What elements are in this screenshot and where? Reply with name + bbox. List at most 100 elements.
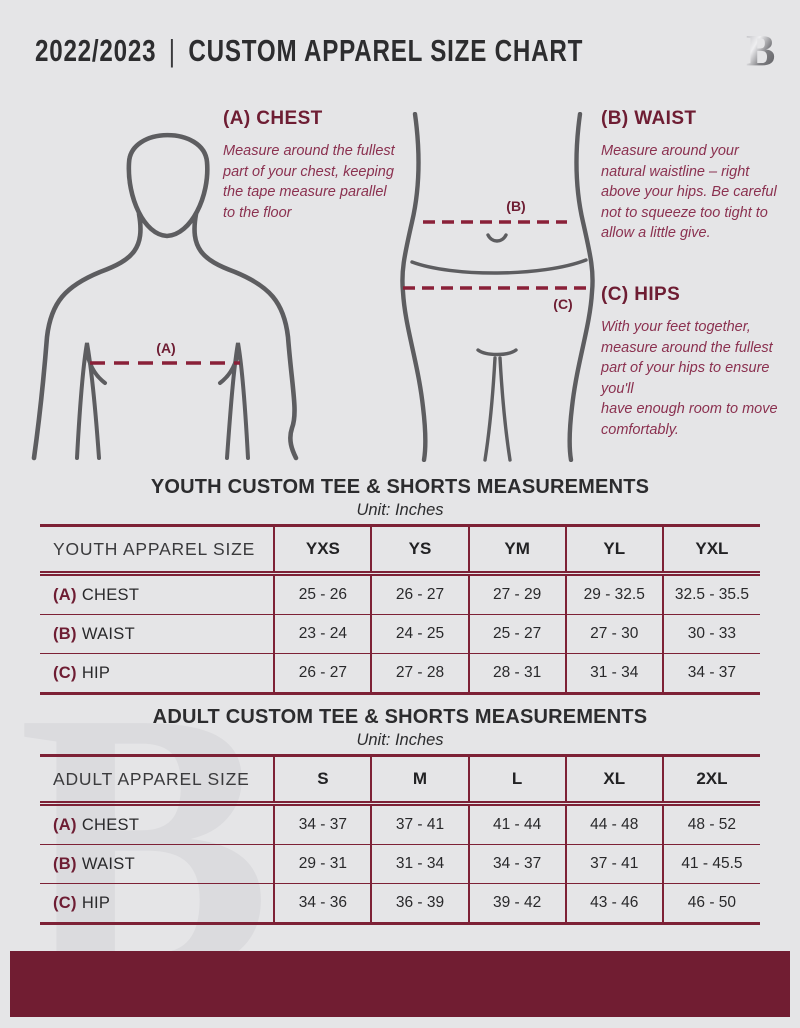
left-armpit-line xyxy=(75,342,101,460)
size-column-header: M xyxy=(370,754,469,806)
size-cell: 48 - 52 xyxy=(661,803,760,845)
row-prefix: (B) xyxy=(53,624,77,643)
size-cell: 37 - 41 xyxy=(564,844,663,884)
row-label-text: CHEST xyxy=(81,585,140,604)
adult-size-header-label: ADULT APPAREL SIZE xyxy=(40,754,275,806)
row-label: (C) HIP xyxy=(40,883,275,925)
row-prefix: (C) xyxy=(53,893,77,912)
size-cell: 31 - 34 xyxy=(370,844,469,884)
hips-marker-label: (C) xyxy=(553,296,572,312)
right-shoulder-arm-line xyxy=(192,211,299,461)
right-armpit-line xyxy=(225,342,250,460)
footer-bar xyxy=(10,951,790,1017)
left-body-contour xyxy=(400,112,428,462)
waist-guide-body: Measure around your natural waistline – … xyxy=(601,143,777,242)
size-column-header: XL xyxy=(564,754,663,806)
title-separator: | xyxy=(168,33,176,68)
row-label: (B) WAIST xyxy=(40,614,275,654)
chest-guide-heading: (A) CHEST xyxy=(223,108,323,129)
youth-size-header-label: YOUTH APPAREL SIZE xyxy=(40,524,275,576)
size-cell: 25 - 27 xyxy=(467,614,566,654)
youth-section-unit: Unit: Inches xyxy=(356,501,444,519)
size-cell: 27 - 28 xyxy=(370,653,469,695)
row-label-text: WAIST xyxy=(81,624,135,643)
youth-section-title: YOUTH CUSTOM TEE & SHORTS MEASUREMENTS xyxy=(150,476,650,498)
left-shoulder-arm-line xyxy=(31,211,143,461)
size-column-header: YM xyxy=(467,524,566,576)
table-row-chest: (A) CHEST 34 - 37 37 - 41 41 - 44 44 - 48… xyxy=(40,803,760,845)
page-title: 2022/2023 | CUSTOM APPAREL SIZE CHART xyxy=(35,33,583,69)
table-row-waist: (B) WAIST 29 - 31 31 - 34 34 - 37 37 - 41… xyxy=(40,844,760,884)
size-cell: 28 - 31 xyxy=(467,653,566,695)
size-cell: 36 - 39 xyxy=(370,883,469,925)
adult-section-title: ADULT CUSTOM TEE & SHORTS MEASUREMENTS xyxy=(152,706,648,728)
breakaway-logo-icon: B xyxy=(739,27,775,75)
right-inner-leg-line xyxy=(498,356,512,462)
size-cell: 34 - 36 xyxy=(273,883,372,925)
size-cell: 41 - 44 xyxy=(467,803,566,845)
size-column-header: S xyxy=(273,754,372,806)
size-cell: 25 - 26 xyxy=(273,573,372,615)
size-column-header: YXS xyxy=(273,524,372,576)
left-inner-leg-line xyxy=(483,356,497,462)
row-label: (A) CHEST xyxy=(40,803,275,845)
size-cell: 27 - 30 xyxy=(564,614,663,654)
size-column-header: YL xyxy=(564,524,663,576)
size-cell: 32.5 - 35.5 xyxy=(661,573,760,615)
header: 2022/2023|CUSTOM APPAREL SIZE CHART B BR… xyxy=(35,26,775,76)
lower-body-diagram: (B) (C) xyxy=(400,112,595,462)
chest-guide: (A) CHEST Measure around the fullest par… xyxy=(223,108,401,223)
youth-header-row: YOUTH APPAREL SIZE YXS YS YM YL YXL xyxy=(40,524,760,576)
size-cell: 41 - 45.5 xyxy=(661,844,760,884)
title-year: 2022/2023 xyxy=(35,33,157,68)
size-cell: 34 - 37 xyxy=(661,653,760,695)
hips-guide: (C) HIPS With your feet together, measur… xyxy=(601,284,793,440)
size-cell: 29 - 31 xyxy=(273,844,372,884)
row-prefix: (C) xyxy=(53,663,77,682)
size-cell: 29 - 32.5 xyxy=(564,573,663,615)
size-cell: 31 - 34 xyxy=(564,653,663,695)
size-cell: 34 - 37 xyxy=(467,844,566,884)
adult-header-row: ADULT APPAREL SIZE S M L XL 2XL xyxy=(40,754,760,806)
title-text: CUSTOM APPAREL SIZE CHART xyxy=(188,33,584,68)
size-cell: 46 - 50 xyxy=(661,883,760,925)
table-row-chest: (A) CHEST 25 - 26 26 - 27 27 - 29 29 - 32… xyxy=(40,573,760,615)
size-column-header: YXL xyxy=(661,524,760,576)
table-row-waist: (B) WAIST 23 - 24 24 - 25 25 - 27 27 - 30… xyxy=(40,614,760,654)
youth-size-table: YOUTH APPAREL SIZE YXS YS YM YL YXL (A) C… xyxy=(40,524,760,695)
size-cell: 43 - 46 xyxy=(564,883,663,925)
row-label-text: HIP xyxy=(81,663,111,682)
row-label: (A) CHEST xyxy=(40,573,275,615)
size-cell: 39 - 42 xyxy=(467,883,566,925)
row-prefix: (A) xyxy=(53,585,77,604)
size-cell: 26 - 27 xyxy=(273,653,372,695)
row-prefix: (B) xyxy=(53,854,77,873)
size-column-header: YS xyxy=(370,524,469,576)
chest-marker-label: (A) xyxy=(156,340,175,356)
table-row-hip: (C) HIP 34 - 36 36 - 39 39 - 42 43 - 46 4… xyxy=(40,883,760,925)
size-cell: 26 - 27 xyxy=(370,573,469,615)
navel-curve xyxy=(486,233,508,243)
row-prefix: (A) xyxy=(53,815,77,834)
row-label: (C) HIP xyxy=(40,653,275,695)
waist-guide-heading: (B) WAIST xyxy=(601,108,697,129)
adult-section-unit: Unit: Inches xyxy=(356,731,444,749)
size-cell: 27 - 29 xyxy=(467,573,566,615)
row-label-text: HIP xyxy=(81,893,111,912)
waist-marker-label: (B) xyxy=(506,198,525,214)
size-column-header: L xyxy=(467,754,566,806)
waistband-curve xyxy=(410,258,588,275)
right-armpit-crease xyxy=(218,352,240,385)
left-armpit-crease xyxy=(85,352,107,385)
size-cell: 44 - 48 xyxy=(564,803,663,845)
crotch-curve xyxy=(476,348,518,357)
hips-guide-heading: (C) HIPS xyxy=(601,284,681,305)
right-body-contour xyxy=(567,112,595,462)
row-label-text: CHEST xyxy=(81,815,140,834)
hips-guide-body: With your feet together, measure around … xyxy=(601,319,778,438)
size-cell: 37 - 41 xyxy=(370,803,469,845)
torso-diagram: (A) xyxy=(31,132,299,461)
size-column-header: 2XL xyxy=(661,754,760,806)
size-cell: 23 - 24 xyxy=(273,614,372,654)
